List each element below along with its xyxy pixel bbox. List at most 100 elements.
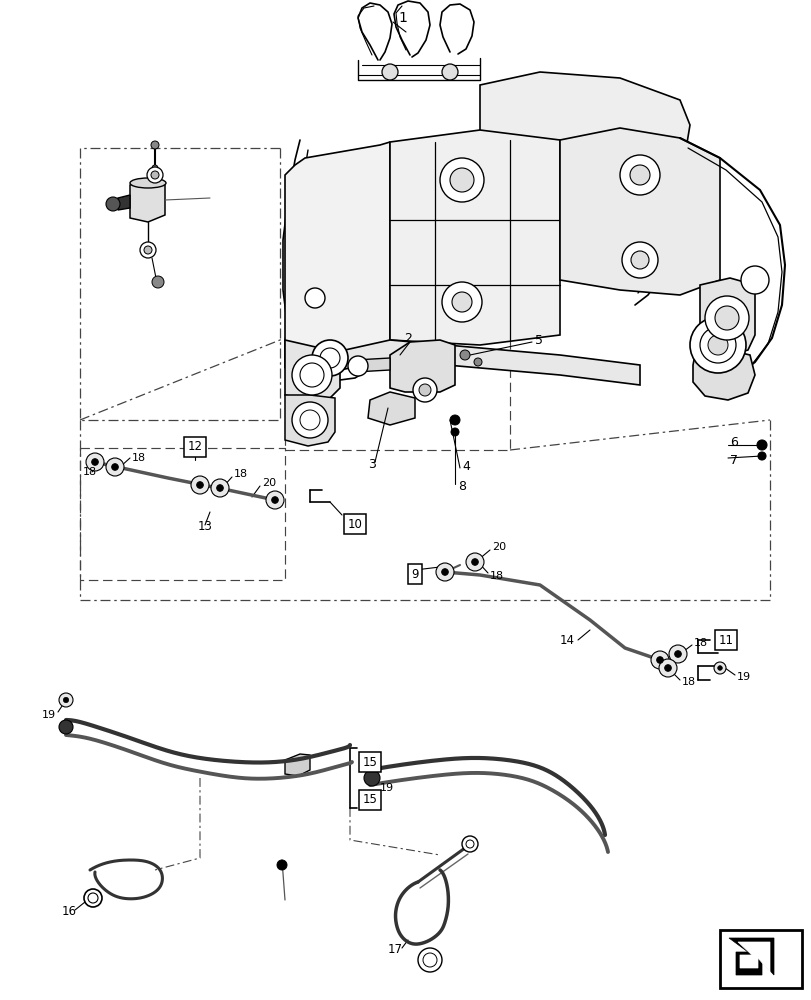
Text: 3: 3 [367,458,375,472]
Polygon shape [285,142,389,368]
Circle shape [299,363,324,387]
Circle shape [152,165,158,171]
Circle shape [106,197,120,211]
Circle shape [707,335,727,355]
Polygon shape [699,278,754,355]
Circle shape [147,167,163,183]
Polygon shape [118,195,130,210]
Circle shape [699,327,735,363]
Text: 17: 17 [388,943,402,956]
Circle shape [441,569,448,575]
Circle shape [756,440,766,450]
Text: 18: 18 [132,453,146,463]
Circle shape [413,378,436,402]
Circle shape [714,306,738,330]
Polygon shape [285,754,310,776]
Circle shape [418,384,431,396]
Text: 11: 11 [718,634,732,647]
Polygon shape [560,128,719,295]
Text: 20: 20 [262,478,276,488]
Circle shape [292,402,328,438]
Circle shape [449,415,460,425]
Circle shape [466,553,483,571]
Polygon shape [130,180,165,222]
Circle shape [139,242,156,258]
Text: 9: 9 [410,568,418,580]
Text: 19: 19 [736,672,750,682]
Circle shape [211,479,229,497]
Circle shape [704,296,748,340]
Circle shape [84,889,102,907]
Text: 19: 19 [42,710,56,720]
Circle shape [106,458,124,476]
Circle shape [59,693,73,707]
Text: 10: 10 [347,518,362,530]
Circle shape [650,651,668,669]
Circle shape [713,662,725,674]
Circle shape [689,317,745,373]
Polygon shape [389,340,454,392]
Circle shape [466,840,474,848]
Polygon shape [737,942,769,972]
Text: 5: 5 [534,334,543,347]
Text: 12: 12 [187,440,202,454]
Circle shape [271,497,278,503]
Circle shape [441,64,457,80]
Text: 16: 16 [62,905,77,918]
Circle shape [381,64,397,80]
Text: 6: 6 [729,436,737,448]
Circle shape [460,350,470,360]
Circle shape [320,348,340,368]
Circle shape [88,893,98,903]
Circle shape [311,340,348,376]
Ellipse shape [130,178,165,188]
Text: 20: 20 [491,542,505,552]
Circle shape [292,355,332,395]
Circle shape [423,953,436,967]
Polygon shape [354,358,389,372]
Text: 13: 13 [198,520,212,532]
Polygon shape [728,938,773,975]
Text: 2: 2 [404,332,411,344]
Circle shape [92,459,98,465]
Circle shape [621,242,657,278]
Text: 15: 15 [363,756,377,768]
Circle shape [191,476,208,494]
Circle shape [450,428,458,436]
Text: 4: 4 [461,460,470,473]
Circle shape [59,720,73,734]
Circle shape [620,155,659,195]
Text: 18: 18 [693,638,707,648]
Polygon shape [367,392,414,425]
Text: 7: 7 [729,454,737,466]
Circle shape [196,482,204,488]
Polygon shape [389,130,560,345]
Text: 18: 18 [83,467,97,477]
Polygon shape [299,340,639,385]
Circle shape [436,563,453,581]
Circle shape [363,770,380,786]
Circle shape [471,559,478,565]
Text: 19: 19 [380,783,393,793]
Circle shape [440,158,483,202]
Circle shape [668,645,686,663]
Circle shape [418,948,441,972]
Circle shape [152,276,164,288]
Circle shape [630,251,648,269]
Text: 18: 18 [489,571,504,581]
Polygon shape [692,348,754,400]
Polygon shape [285,395,335,446]
Circle shape [144,246,152,254]
Circle shape [629,165,649,185]
Circle shape [348,356,367,376]
Circle shape [449,168,474,192]
Circle shape [663,665,671,671]
Circle shape [717,666,722,670]
Circle shape [674,651,680,657]
Circle shape [151,141,159,149]
Circle shape [86,453,104,471]
Circle shape [305,288,324,308]
Circle shape [63,697,69,703]
Circle shape [740,266,768,294]
Circle shape [452,292,471,312]
